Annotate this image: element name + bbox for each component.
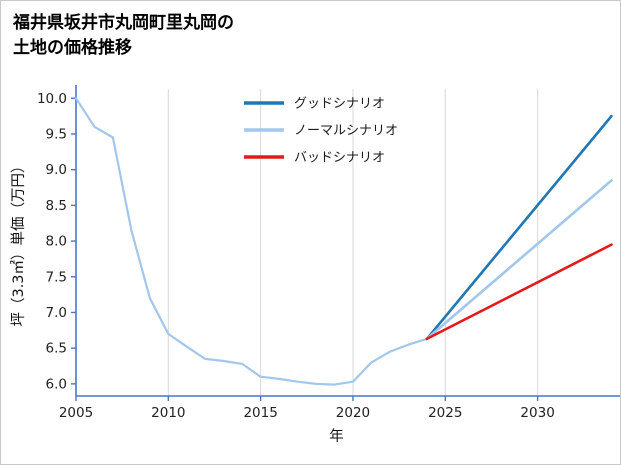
y-tick-label: 6.5 (46, 341, 67, 357)
y-tick-label: 9.0 (46, 162, 67, 178)
y-tick-label: 7.5 (46, 269, 67, 285)
page-title: 福井県坂井市丸岡町里丸岡の 土地の価格推移 (13, 11, 234, 60)
x-tick-label: 2030 (520, 405, 554, 421)
series-line-history (74, 97, 428, 386)
y-tick-label: 9.5 (46, 126, 67, 142)
series-line-good (425, 114, 613, 341)
y-axis-title: 坪（3.3㎡）単価（万円） (10, 158, 27, 326)
y-tick-label: 8.0 (46, 234, 67, 250)
x-tick-label: 2005 (59, 405, 93, 421)
y-tick-label: 8.5 (46, 198, 67, 214)
legend-label-bad: バッドシナリオ (294, 151, 385, 166)
x-tick-label: 2010 (151, 405, 185, 421)
x-tick-label: 2020 (336, 405, 370, 421)
y-tick-label: 10.0 (37, 91, 67, 107)
y-tick-label: 7.0 (46, 305, 67, 321)
legend-label-normal: ノーマルシナリオ (294, 124, 398, 139)
x-axis-title: 年 (329, 428, 344, 445)
page-title-line1: 福井県坂井市丸岡町里丸岡の (13, 13, 234, 33)
x-tick-label: 2025 (428, 405, 462, 421)
legend-label-good: グッドシナリオ (294, 97, 385, 112)
y-tick-label: 6.0 (46, 376, 67, 392)
x-tick-label: 2015 (243, 405, 277, 421)
series-line-bad (425, 243, 613, 341)
series-line-normal (425, 179, 613, 341)
page-title-line2: 土地の価格推移 (13, 37, 132, 58)
